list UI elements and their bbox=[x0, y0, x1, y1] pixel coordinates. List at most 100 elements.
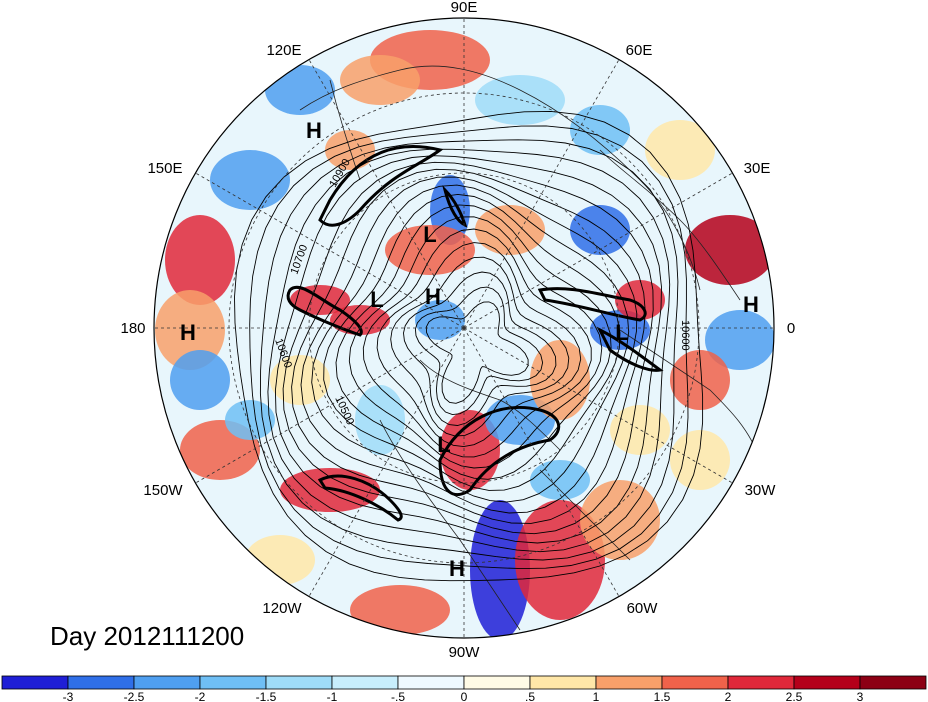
graticule bbox=[154, 18, 774, 638]
anomaly-blob bbox=[270, 355, 330, 405]
height-contour bbox=[259, 139, 679, 561]
height-contour bbox=[267, 148, 671, 553]
lon-label-150e: 150E bbox=[147, 160, 182, 177]
height-contour bbox=[300, 176, 638, 514]
height-contour bbox=[390, 256, 570, 437]
height-contour bbox=[274, 155, 662, 544]
graticule-meridian bbox=[463, 327, 620, 597]
graticule-meridian bbox=[463, 327, 733, 484]
height-contours bbox=[234, 110, 704, 582]
lon-label-60w: 60W bbox=[627, 600, 659, 617]
height-contour bbox=[234, 110, 704, 582]
anomaly-blob bbox=[470, 500, 530, 638]
high-center-dateline: H bbox=[180, 320, 196, 345]
anomaly-blob bbox=[265, 65, 335, 115]
high-center-120e: H bbox=[306, 118, 322, 143]
coastline-arctic bbox=[419, 359, 561, 451]
graticule-meridian bbox=[463, 172, 733, 329]
graticule-meridian bbox=[195, 172, 465, 329]
colorbar-tick-label: 1 bbox=[593, 690, 600, 702]
graticule-lat-60 bbox=[308, 172, 620, 484]
anomaly-blob bbox=[485, 395, 555, 445]
colorbar-box bbox=[727, 675, 795, 690]
anomaly-blob bbox=[225, 400, 275, 440]
anomaly-blob bbox=[340, 55, 420, 105]
anomaly-blob bbox=[385, 225, 475, 275]
jet-contour-gulf bbox=[317, 474, 403, 522]
day-label: Day 2012111200 bbox=[50, 621, 244, 651]
anomaly-blob bbox=[570, 105, 630, 155]
jet-contour-atlantic bbox=[537, 287, 647, 322]
colorbar-tick-label: 2 bbox=[725, 690, 732, 702]
coastline-north-america-east bbox=[539, 469, 631, 561]
anomaly-blob bbox=[350, 585, 450, 635]
height-contour bbox=[282, 161, 654, 535]
lon-label-120e: 120E bbox=[266, 42, 301, 59]
anomaly-blob bbox=[475, 205, 545, 255]
lon-label-60e: 60E bbox=[626, 42, 653, 59]
colorbar-box bbox=[331, 675, 399, 690]
low-center-europe: L bbox=[615, 320, 628, 345]
pressure-centers: H L L H H L H L H bbox=[180, 118, 759, 581]
colorbar-box bbox=[133, 675, 201, 690]
colorbar-tick-label: 0 bbox=[461, 690, 468, 702]
colorbar-tick-label: -1 bbox=[327, 690, 338, 702]
lon-label-0: 0 bbox=[787, 320, 795, 337]
colorbar-tick-label: -2 bbox=[195, 690, 206, 702]
height-contour bbox=[323, 193, 621, 491]
lon-label-180: 180 bbox=[120, 320, 145, 337]
graticule-meridian bbox=[308, 327, 465, 597]
anomaly-blob bbox=[645, 120, 715, 180]
coastline-asia-east bbox=[329, 79, 361, 181]
graticule-meridians bbox=[154, 18, 774, 638]
graticule-meridian bbox=[463, 59, 620, 329]
height-contour bbox=[403, 271, 557, 426]
jet-contour-europe bbox=[596, 326, 664, 372]
graticule-meridian bbox=[195, 327, 465, 484]
height-contour bbox=[335, 204, 612, 480]
colorbar-tick-label: -2.5 bbox=[124, 690, 145, 702]
height-contour bbox=[291, 168, 646, 524]
map-boundary bbox=[153, 17, 775, 639]
coastlines bbox=[299, 65, 761, 631]
coastline-north-america-west bbox=[379, 419, 521, 631]
high-center-mexico: H bbox=[449, 556, 465, 581]
lon-label-150w: 150W bbox=[143, 482, 183, 499]
colorbar-tick-label: -.5 bbox=[391, 690, 405, 702]
colorbar-box bbox=[661, 675, 729, 690]
anomaly-blob bbox=[170, 350, 230, 410]
colorbar-box bbox=[265, 675, 333, 690]
height-contour bbox=[249, 125, 689, 570]
anomaly-blob bbox=[155, 290, 225, 370]
height-contour bbox=[376, 242, 582, 448]
coastline-europe bbox=[599, 149, 741, 301]
contour-label-10600-east: 10600 bbox=[679, 320, 691, 351]
anomaly-blob bbox=[530, 340, 590, 420]
jet-contour-arctic bbox=[442, 185, 468, 228]
low-center-siberia: L bbox=[423, 222, 436, 247]
colorbar: -3 -2.5 -2 -1.5 -1 -.5 0 .5 1 1.5 2 2.5 3 bbox=[1, 675, 927, 702]
colorbar-tick-label: 3 bbox=[857, 690, 864, 702]
colorbar-box bbox=[529, 675, 597, 690]
colorbar-tick-label: 2.5 bbox=[786, 690, 803, 702]
colorbar-box bbox=[595, 675, 663, 690]
colorbar-tick-labels: -3 -2.5 -2 -1.5 -1 -.5 0 .5 1 1.5 2 2.5 3 bbox=[63, 690, 864, 702]
coastline-eurasia-north bbox=[299, 65, 701, 291]
coastline-africa-north bbox=[619, 329, 761, 461]
lon-label-120w: 120W bbox=[262, 600, 302, 617]
height-contour bbox=[311, 184, 630, 503]
longitude-labels: 90E 60E 30E 0 30W 60W 90W 120W 150W 180 … bbox=[120, 0, 795, 661]
height-contour bbox=[362, 228, 592, 458]
colorbar-tick-label: -3 bbox=[63, 690, 74, 702]
height-contour bbox=[425, 301, 529, 404]
colorbar-tick-label: .5 bbox=[525, 690, 535, 702]
anomaly-blob bbox=[610, 405, 670, 455]
colorbar-box bbox=[397, 675, 465, 690]
high-center-africa: H bbox=[743, 292, 759, 317]
lon-label-30w: 30W bbox=[745, 482, 777, 499]
anomaly-blob bbox=[570, 205, 630, 255]
height-contour bbox=[348, 216, 603, 469]
lon-label-30e: 30E bbox=[744, 160, 771, 177]
high-center-arctic: H bbox=[425, 284, 441, 309]
